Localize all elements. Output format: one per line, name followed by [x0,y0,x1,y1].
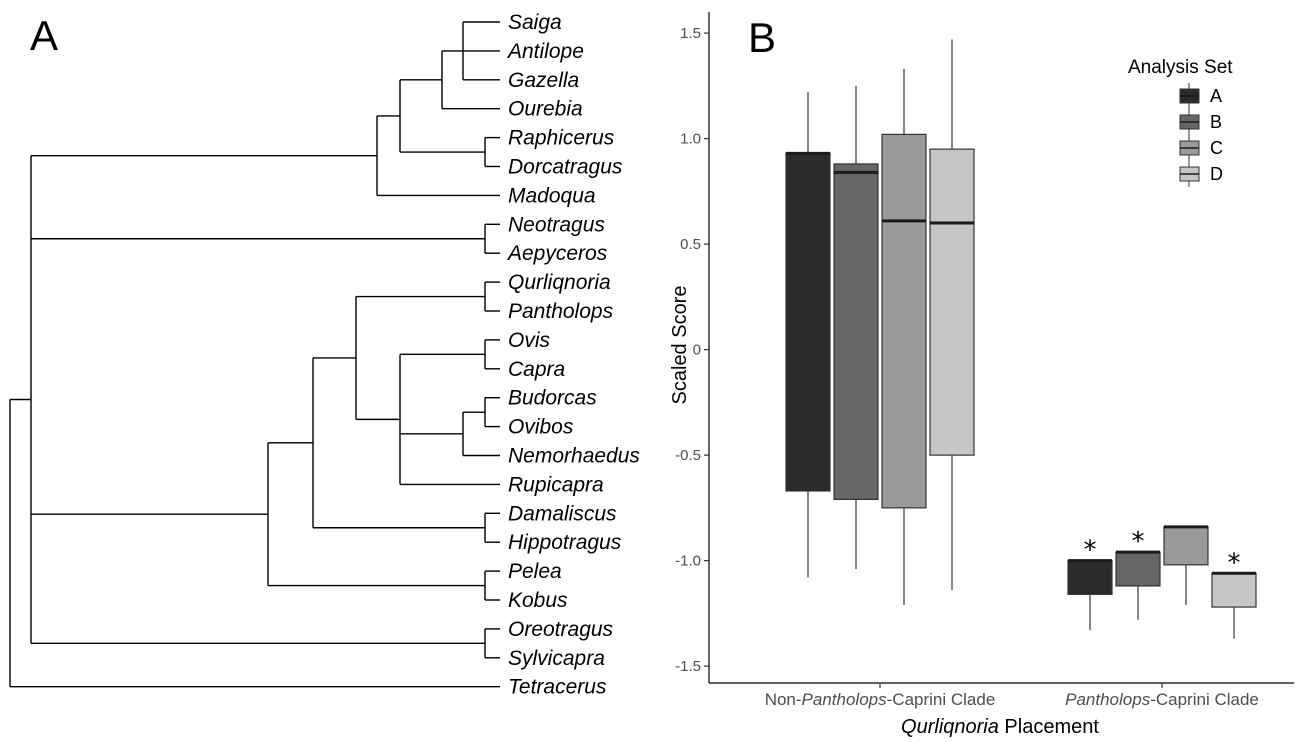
legend-title: Analysis Set [1128,57,1233,78]
legend-label: C [1210,138,1223,158]
box-body [785,152,831,492]
y-axis-title: Scaled Score [669,286,691,405]
significance-star: * [1132,527,1145,557]
y-tick-label: 0 [693,342,701,359]
box-C-1 [1163,525,1209,605]
taxon-label: Budorcas [508,387,597,410]
taxon-label: Gazella [508,69,579,92]
taxon-label: Damaliscus [508,502,617,525]
significance-star: * [1228,548,1241,578]
taxon-label: Pelea [508,560,562,583]
x-axis-title: Qurliqnoria Placement [901,716,1099,738]
taxon-label: Oreotragus [508,618,614,641]
y-axis: 1.5 1.0 0.5 0 -0.5 -1.0 -1.5 [675,12,710,683]
taxon-label: Saiga [508,11,562,34]
boxplot-panel: B 1.5 1.0 0.5 0 -0.5 -1.0 -1.5 Non-Pantholops-… [669,12,1294,738]
taxon-label: Rupicapra [508,473,604,496]
legend-label: B [1210,112,1222,132]
taxon-label: Ourebia [508,98,583,121]
taxon-label: Capra [508,358,565,381]
taxon-label: Ovibos [508,416,574,439]
box-D-0 [929,39,975,591]
box-body [1067,560,1113,595]
tree-branches [9,21,500,688]
legend-entry-B: B [1179,109,1222,135]
box-body [1211,572,1257,608]
box-D-1: * [1211,548,1257,639]
legend-entry-D: D [1179,161,1223,187]
taxon-label: Madoqua [508,184,596,207]
box-body [833,163,879,501]
y-tick-label: -1.5 [675,658,701,675]
legend-label: D [1210,164,1223,184]
panel-b-label: B [748,14,776,61]
y-tick-label: 1.5 [680,25,701,42]
box-body [881,133,927,509]
x-axis: Non-Pantholops-Caprini Clade Pantholops-C… [709,682,1294,709]
taxon-label: Qurliqnoria [508,271,611,294]
x-tick-label: Non-Pantholops-Caprini Clade [765,690,996,709]
y-tick-label: -1.0 [675,553,701,570]
taxon-label: Neotragus [508,213,605,236]
phylogenetic-tree-panel: A Saiga Antilope Gazella Ourebia Raphicerus D… [9,11,640,699]
taxon-label: Kobus [508,589,568,612]
taxon-label: Antilope [506,40,584,63]
taxon-label: Hippotragus [508,531,622,554]
box-body [929,148,975,456]
x-tick-label: Pantholops-Caprini Clade [1065,690,1259,709]
taxon-label: Ovis [508,329,551,352]
box-body [1163,526,1209,566]
box-B-1: * [1115,527,1161,620]
taxon-label: Aepyceros [506,242,608,265]
legend-entry-C: C [1179,135,1223,161]
taxon-label: Tetracerus [508,676,607,699]
box-body [1115,551,1161,587]
box-A-0 [785,92,831,578]
taxon-label: Pantholops [508,300,614,323]
taxon-label: Dorcatragus [508,156,623,179]
panel-a-label: A [30,12,58,59]
box-A-1: * [1067,536,1113,631]
y-tick-label: 1.0 [680,131,701,148]
boxplot-marks: * * * [785,39,1257,639]
taxon-label: Raphicerus [508,127,615,150]
box-B-0 [833,85,879,570]
tree-labels: Saiga Antilope Gazella Ourebia Raphicerus Dor… [506,11,640,699]
taxon-label: Nemorhaedus [508,445,640,468]
legend-entry-A: A [1179,83,1222,109]
significance-star: * [1084,536,1097,566]
y-tick-label: -0.5 [675,447,701,464]
box-C-0 [881,68,927,605]
y-tick-label: 0.5 [680,236,701,253]
legend-label: A [1210,86,1222,106]
taxon-label: Sylvicapra [508,647,605,670]
